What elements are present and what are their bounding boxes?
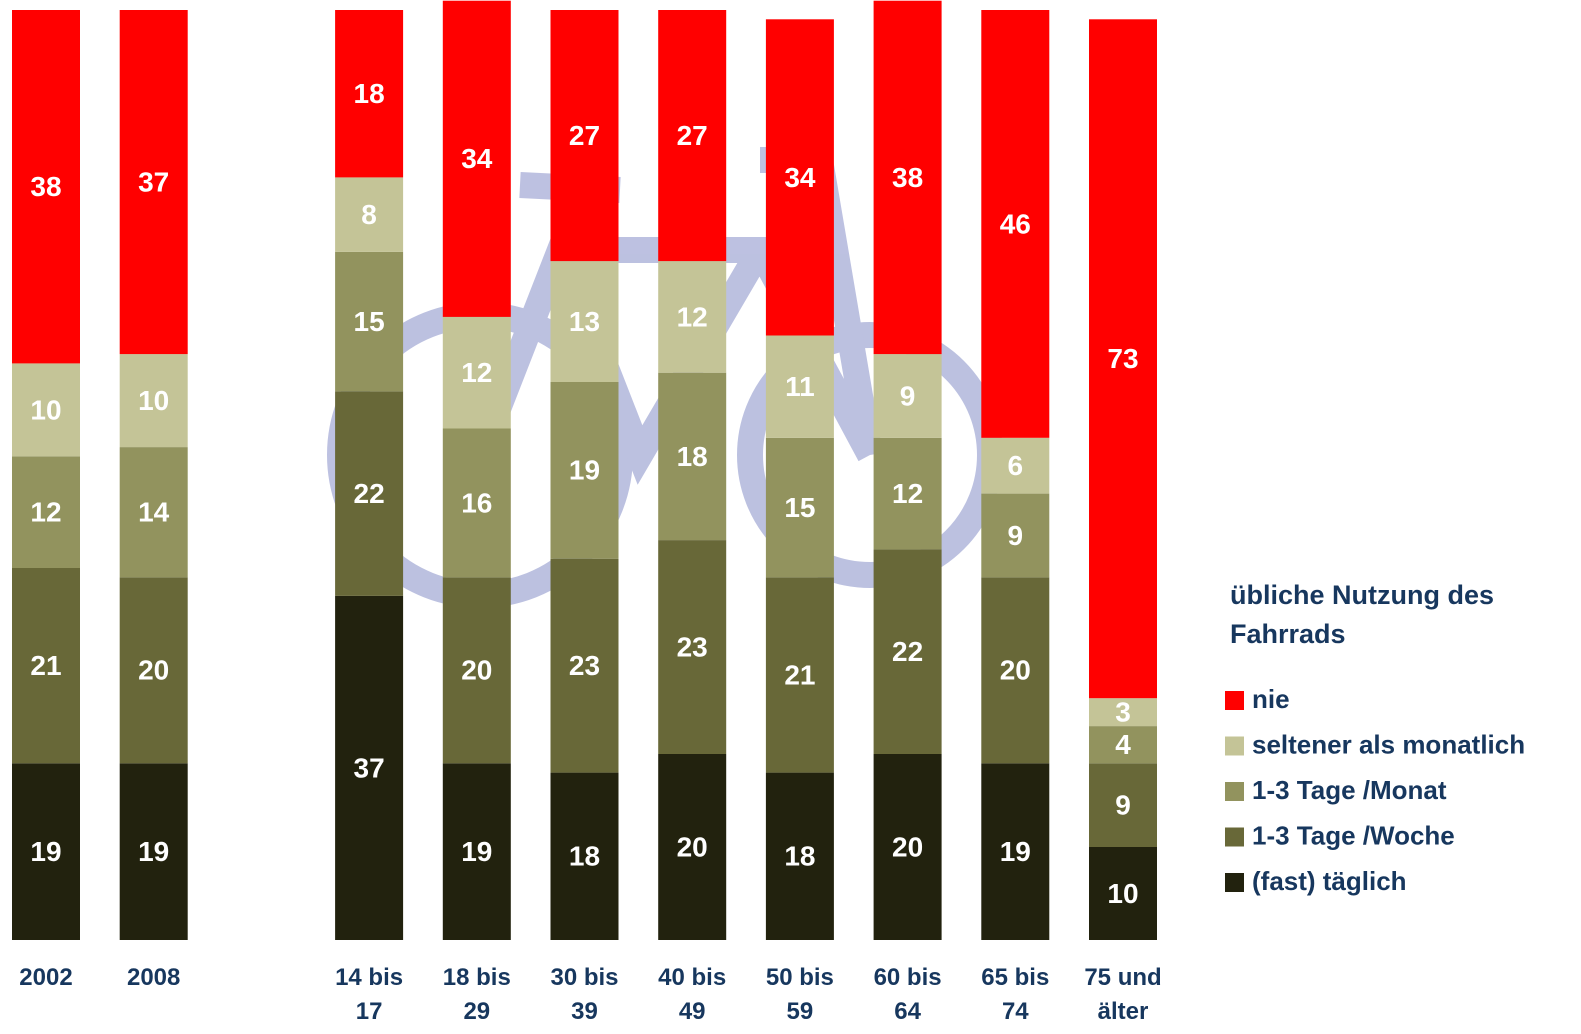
value-label: 37 <box>354 752 385 783</box>
x-tick-label: 50 bis 59 <box>750 961 850 1029</box>
value-label: 23 <box>569 650 600 681</box>
value-label: 12 <box>461 357 492 388</box>
legend-swatch <box>1225 691 1244 710</box>
value-label: 15 <box>784 492 815 523</box>
value-label: 9 <box>1115 790 1131 821</box>
legend-label: (fast) täglich <box>1252 866 1407 896</box>
chart: 19 21 12 10 38 19 20 14 10 37 37 22 15 8 18 19 20 16 12 34 1… <box>0 0 1581 1034</box>
value-label: 10 <box>1107 878 1138 909</box>
value-label: 20 <box>461 655 492 686</box>
legend-swatch <box>1225 828 1244 847</box>
value-label: 18 <box>354 78 385 109</box>
value-label: 3 <box>1115 697 1131 728</box>
x-tick-label: 40 bis 49 <box>642 961 742 1029</box>
value-label: 20 <box>138 655 169 686</box>
value-label: 37 <box>138 166 169 197</box>
plot: 19 21 12 10 38 19 20 14 10 37 37 22 15 8 18 19 20 16 12 34 1… <box>0 0 1581 1034</box>
value-label: 18 <box>784 841 815 872</box>
value-label: 21 <box>30 650 61 681</box>
value-label: 34 <box>784 162 816 193</box>
value-label: 10 <box>138 385 169 416</box>
value-label: 19 <box>30 836 61 867</box>
value-label: 10 <box>30 394 61 425</box>
value-label: 20 <box>677 831 708 862</box>
value-label: 9 <box>1008 520 1024 551</box>
legend-title: übliche Nutzung des Fahrrads <box>1230 576 1500 654</box>
value-label: 6 <box>1008 450 1024 481</box>
value-label: 34 <box>461 143 493 174</box>
value-label: 21 <box>784 659 815 690</box>
value-label: 4 <box>1115 729 1131 760</box>
value-label: 22 <box>892 636 923 667</box>
legend-label: nie <box>1252 684 1290 714</box>
value-label: 19 <box>1000 836 1031 867</box>
x-tick-label: 2002 <box>0 961 96 995</box>
legend-swatch <box>1225 782 1244 801</box>
value-label: 23 <box>677 631 708 662</box>
legend-label: 1-3 Tage /Monat <box>1252 775 1447 805</box>
value-label: 11 <box>785 371 815 402</box>
value-label: 73 <box>1107 343 1138 374</box>
value-label: 20 <box>892 831 923 862</box>
value-label: 9 <box>900 380 916 411</box>
value-label: 19 <box>138 836 169 867</box>
value-label: 18 <box>677 441 708 472</box>
value-label: 12 <box>30 497 61 528</box>
value-label: 12 <box>892 478 923 509</box>
value-label: 27 <box>569 120 600 151</box>
value-label: 22 <box>354 478 385 509</box>
value-label: 13 <box>569 306 600 337</box>
value-label: 46 <box>1000 208 1031 239</box>
value-label: 12 <box>677 301 708 332</box>
value-label: 19 <box>461 836 492 867</box>
x-tick-label: 14 bis 17 <box>319 961 419 1029</box>
x-tick-label: 65 bis 74 <box>965 961 1065 1029</box>
legend-label: seltener als monatlich <box>1252 729 1525 759</box>
x-tick-label: 30 bis 39 <box>535 961 635 1029</box>
legend-swatch <box>1225 873 1244 892</box>
x-tick-label: 18 bis 29 <box>427 961 527 1029</box>
value-label: 38 <box>892 162 923 193</box>
x-tick-label: 60 bis 64 <box>858 961 958 1029</box>
x-tick-label: 2008 <box>104 961 204 995</box>
value-label: 19 <box>569 455 600 486</box>
legend-swatch <box>1225 737 1244 756</box>
value-label: 16 <box>461 487 492 518</box>
value-label: 20 <box>1000 655 1031 686</box>
value-label: 8 <box>361 199 377 230</box>
value-label: 38 <box>30 171 61 202</box>
value-label: 14 <box>138 497 170 528</box>
legend-label: 1-3 Tage /Woche <box>1252 820 1455 850</box>
value-label: 15 <box>354 306 385 337</box>
x-tick-label: 75 und älter <box>1073 961 1173 1029</box>
value-label: 27 <box>677 120 708 151</box>
value-label: 18 <box>569 841 600 872</box>
